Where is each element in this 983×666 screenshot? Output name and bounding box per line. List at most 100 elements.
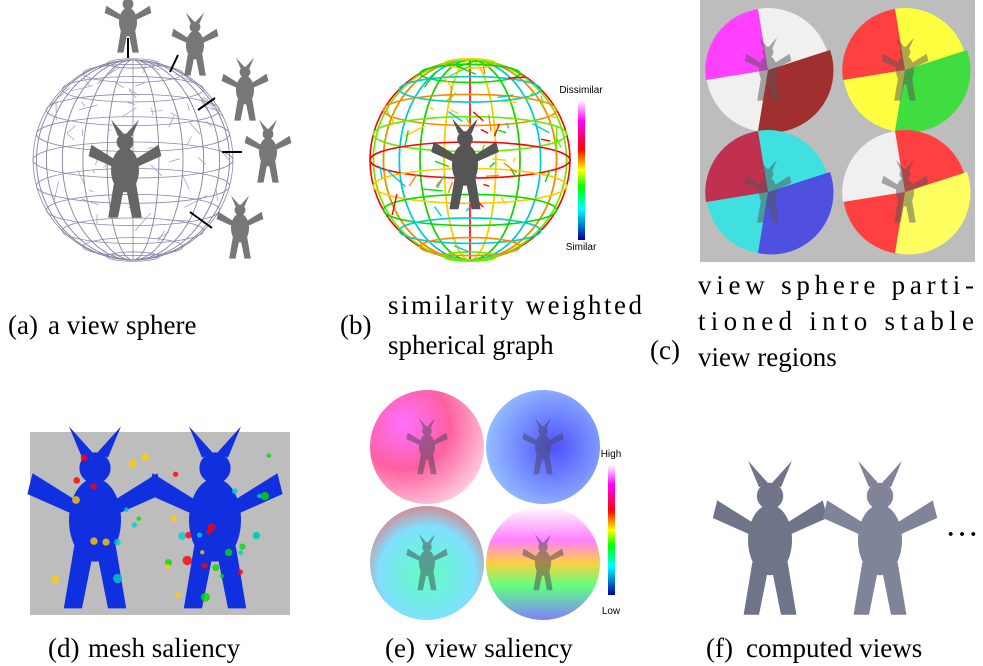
armadillo [104,0,152,53]
caption-label: (e) [385,633,415,663]
edge [69,85,94,92]
saliency-spot [114,538,121,546]
parallel [36,116,230,152]
head [866,482,894,510]
legs [63,546,127,609]
edge [187,103,190,112]
caption: view regions [698,342,837,372]
head [756,482,784,510]
edge [135,82,144,87]
parallel [61,217,205,244]
arrow [189,211,213,229]
edge [408,173,418,187]
edge [508,76,526,79]
saliency-spot [113,573,123,584]
legs [184,54,206,76]
edge [81,198,99,205]
edge [482,62,496,64]
ears [759,37,777,49]
saliency-spot [252,531,261,540]
artwork [27,0,975,620]
arms [522,432,564,446]
saliency-spot [257,493,262,499]
edge [78,104,98,111]
head [189,21,201,33]
armadillo [712,460,828,615]
edge [157,232,169,239]
edge [122,107,137,117]
saliency-spot [260,491,270,501]
saliency-spot [90,482,97,490]
edge [488,114,492,132]
arms [216,211,264,227]
parallel [419,236,521,257]
arms [244,135,292,151]
edge [147,146,153,149]
saliency-spot [72,496,80,504]
armadillo [244,119,292,183]
edge [128,88,140,96]
edge [206,121,212,128]
body [759,55,777,85]
edge [92,169,95,174]
arms [27,473,163,515]
edge [88,189,94,193]
armadillo [881,159,929,223]
edge [491,158,507,161]
armadillo [171,12,219,76]
saliency-spot [178,532,186,540]
edge [186,136,192,147]
edge [203,96,222,113]
body [186,30,204,60]
body [535,550,551,576]
edge [429,107,434,111]
armadillo [216,195,264,259]
edge [215,188,219,201]
saliency-spot [224,548,233,557]
head [239,66,251,78]
edge [188,122,201,135]
edge [77,170,85,184]
edge [555,125,558,152]
edge [157,230,165,242]
edge [465,117,471,125]
edge [546,113,557,119]
edge [482,62,486,74]
edge [450,109,459,114]
edge [525,91,535,101]
edge [174,73,198,84]
legs [743,562,797,615]
parallel [82,237,184,257]
legs [757,79,779,101]
ears [896,159,914,171]
edge [137,59,159,71]
head [116,133,134,151]
arms [406,548,448,562]
edge [99,66,121,81]
armadillo [406,534,448,591]
ears [186,12,204,24]
arms [744,53,792,69]
colorbar-top: High [601,449,622,460]
edge [167,250,171,255]
edge [200,100,213,118]
head [538,542,548,552]
edge [219,148,230,161]
colorbar-bottom: Low [602,606,621,617]
edge [436,175,445,189]
edge [48,87,71,107]
legs [257,161,279,183]
arms [147,473,283,515]
ears [111,119,139,137]
ears [231,195,249,207]
saliency-spot [201,562,208,569]
armadillo [822,460,938,615]
saliency-spot [102,538,110,546]
parallel [443,57,497,69]
body [452,144,478,186]
armadillo [881,37,929,101]
saliency-spot [80,454,88,462]
edge [556,138,562,148]
